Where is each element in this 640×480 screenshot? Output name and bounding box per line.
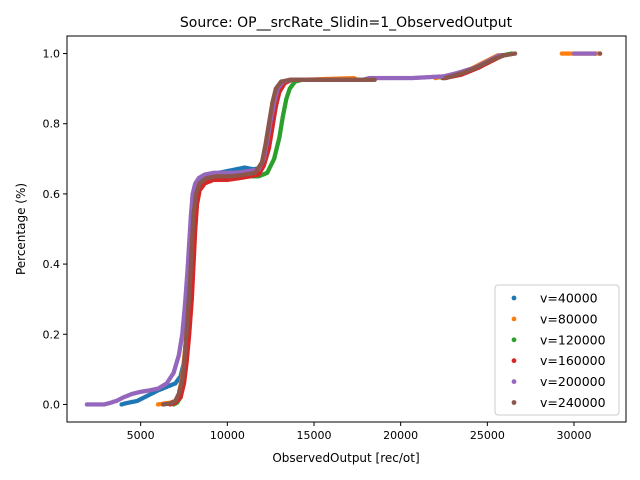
y-tick-label: 0.6 bbox=[43, 188, 61, 201]
series-v=120000 bbox=[171, 51, 514, 407]
x-tick-label: 10000 bbox=[210, 429, 245, 442]
chart-title: Source: OP__srcRate_Slidin=1_ObservedOut… bbox=[180, 15, 513, 31]
y-tick-label: 1.0 bbox=[43, 48, 61, 61]
data-point bbox=[597, 51, 603, 56]
y-tick-label: 0.4 bbox=[43, 258, 61, 271]
legend-marker bbox=[511, 400, 517, 405]
axes-frame bbox=[66, 35, 627, 423]
legend-label: v=40000 bbox=[540, 291, 598, 306]
series-v=240000 bbox=[161, 51, 603, 407]
y-tick-label: 0.2 bbox=[43, 328, 61, 341]
data-point bbox=[372, 77, 377, 83]
data-point bbox=[592, 51, 597, 56]
legend-label: v=80000 bbox=[540, 311, 598, 326]
legend: v=40000 v=80000 v=120000 v=160000 v=200000 v=… bbox=[494, 284, 620, 416]
legend-marker bbox=[511, 316, 517, 322]
legend-label: v=160000 bbox=[540, 353, 606, 368]
y-axis-label: Percentage (%) bbox=[14, 183, 28, 275]
legend-marker bbox=[511, 379, 517, 384]
x-tick-label: 15000 bbox=[297, 429, 332, 442]
data-point bbox=[512, 51, 518, 56]
legend-label: v=240000 bbox=[540, 395, 606, 410]
legend-marker bbox=[511, 295, 517, 301]
tick-layer: 5000 10000 15000 20000 25000 30000 0.0 0.2 0.4 0.… bbox=[43, 48, 592, 442]
x-tick-label: 30000 bbox=[557, 429, 592, 442]
legend-marker bbox=[511, 358, 517, 364]
x-tick-label: 25000 bbox=[470, 429, 505, 442]
x-tick-label: 5000 bbox=[127, 429, 155, 442]
plot-area bbox=[84, 51, 603, 407]
y-tick-label: 0.0 bbox=[43, 398, 61, 411]
legend-box bbox=[494, 284, 620, 416]
legend-label: v=120000 bbox=[540, 332, 606, 347]
x-axis-label: ObservedOutput [rec/ot] bbox=[272, 451, 419, 465]
x-tick-label: 20000 bbox=[383, 429, 418, 442]
legend-marker bbox=[511, 337, 517, 343]
legend-label: v=200000 bbox=[540, 374, 606, 389]
y-tick-label: 0.8 bbox=[43, 118, 61, 131]
